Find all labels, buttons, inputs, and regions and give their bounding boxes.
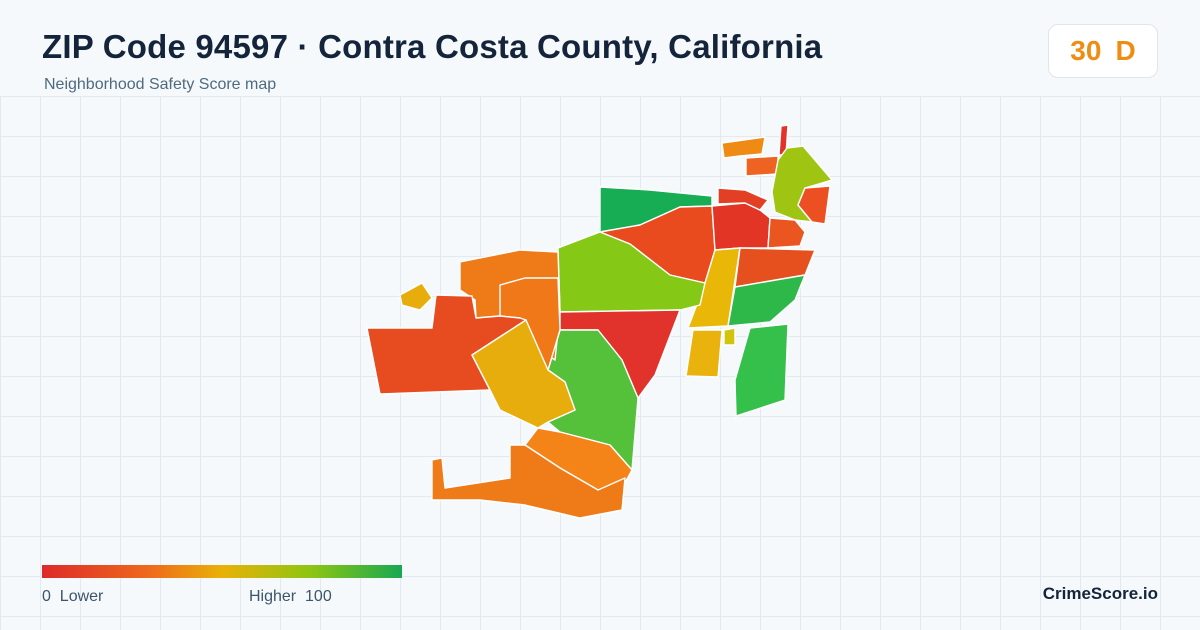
map-region[interactable]: [711, 202, 771, 251]
map-region[interactable]: [723, 327, 736, 346]
map-region[interactable]: [471, 319, 576, 429]
map-region[interactable]: [767, 217, 806, 249]
page-subtitle: Neighborhood Safety Score map: [44, 76, 277, 93]
legend-max-value: 100: [305, 588, 332, 605]
score-value: 30: [1070, 35, 1102, 66]
map-region[interactable]: [721, 136, 766, 159]
legend-min-value: 0: [42, 588, 51, 605]
map-region[interactable]: [717, 187, 769, 211]
score-badge: 30 D: [1048, 24, 1158, 78]
score-grade: D: [1115, 35, 1136, 66]
map-region[interactable]: [399, 282, 433, 311]
map-region[interactable]: [797, 185, 831, 225]
map-region[interactable]: [727, 274, 806, 327]
legend-max-label: Higher: [249, 588, 297, 605]
map-region[interactable]: [431, 444, 626, 519]
page-title: ZIP Code 94597 · Contra Costa County, Ca…: [42, 28, 823, 65]
map-region[interactable]: [366, 294, 527, 395]
legend-color-scale: [42, 565, 402, 578]
map-region[interactable]: [745, 155, 779, 177]
map-region[interactable]: [685, 329, 723, 378]
map-region[interactable]: [734, 323, 789, 417]
legend-min-label: Lower: [59, 588, 104, 605]
map-region[interactable]: [687, 247, 741, 329]
brand-logo-text[interactable]: CrimeScore.io: [1042, 584, 1158, 603]
